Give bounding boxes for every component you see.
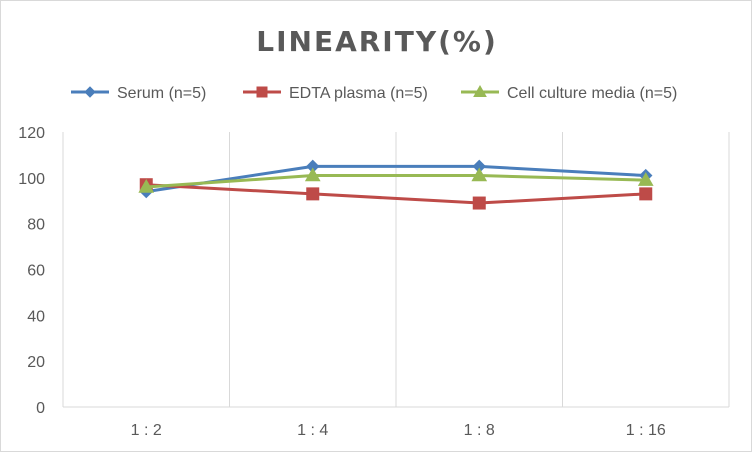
x-tick-label: 1 : 4	[297, 422, 328, 439]
series-line	[146, 174, 646, 189]
y-tick-label: 20	[27, 354, 45, 371]
legend-item: EDTA plasma (n=5)	[243, 85, 428, 102]
y-tick-label: 0	[36, 400, 45, 417]
legend: Serum (n=5) EDTA plasma (n=5) Cell culture…	[71, 84, 677, 102]
legend-item: Cell culture media (n=5)	[461, 84, 677, 102]
legend-marker	[84, 86, 96, 98]
chart-title: LINEARITY(%)	[256, 25, 498, 58]
y-tick-label: 80	[27, 217, 45, 234]
data-point	[637, 172, 654, 186]
legend-marker	[473, 84, 487, 97]
legend-marker	[256, 86, 268, 98]
x-tick-label: 1 : 16	[626, 422, 666, 439]
series-line	[146, 183, 646, 205]
data-point	[472, 196, 486, 210]
legend-label: EDTA plasma (n=5)	[289, 85, 428, 102]
data-point	[138, 178, 155, 193]
y-tick-label: 60	[27, 263, 45, 280]
legend-label: Serum (n=5)	[117, 85, 206, 102]
y-tick-label: 100	[18, 171, 45, 188]
axes: 0 20 40 60 80 100 120 1 : 2 1 : 4 1 : 8 1 : 16	[18, 125, 729, 439]
legend-label: Cell culture media (n=5)	[507, 85, 677, 102]
x-tick-label: 1 : 2	[131, 422, 162, 439]
data-point	[639, 187, 653, 201]
data-point	[304, 167, 321, 182]
data-point	[306, 187, 320, 201]
series-layer	[138, 159, 654, 210]
series-triangle	[138, 167, 654, 193]
legend-item: Serum (n=5)	[71, 85, 206, 102]
y-tick-label: 40	[27, 308, 45, 325]
series-line	[146, 164, 646, 194]
data-point	[471, 167, 488, 182]
y-tick-label: 120	[18, 125, 45, 142]
x-tick-label: 1 : 8	[464, 422, 495, 439]
